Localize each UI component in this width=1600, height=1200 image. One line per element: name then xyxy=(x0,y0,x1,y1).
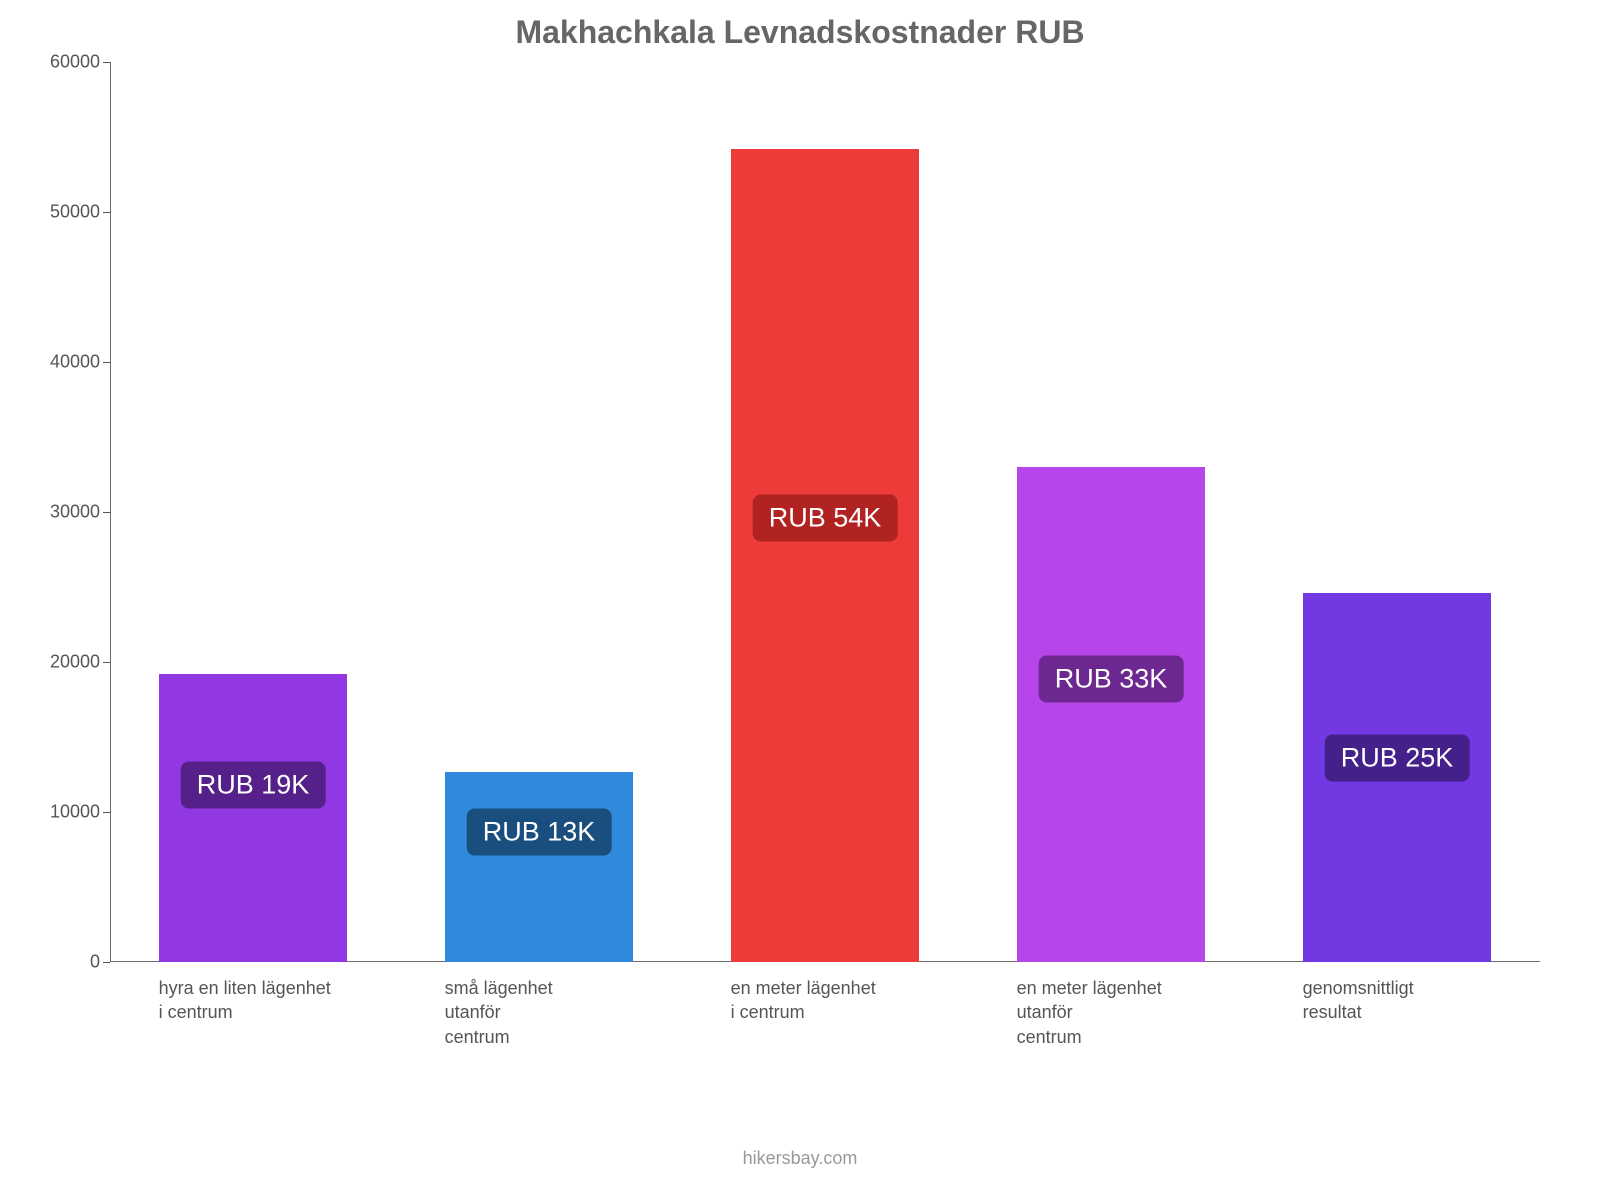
y-tick-label: 20000 xyxy=(50,652,110,673)
y-axis-line xyxy=(110,62,111,962)
x-tick-label: en meter lägenhet i centrum xyxy=(731,962,951,1025)
chart-title: Makhachkala Levnadskostnader RUB xyxy=(0,14,1600,51)
bar-value-label: RUB 19K xyxy=(181,762,326,809)
bar-value-label: RUB 13K xyxy=(467,808,612,855)
y-tick-label: 60000 xyxy=(50,52,110,73)
chart-footer: hikersbay.com xyxy=(0,1148,1600,1169)
x-tick-label: hyra en liten lägenhet i centrum xyxy=(159,962,379,1025)
x-tick-label: en meter lägenhet utanför centrum xyxy=(1017,962,1237,1049)
y-tick-label: 30000 xyxy=(50,502,110,523)
bar xyxy=(159,674,348,962)
bar-value-label: RUB 25K xyxy=(1325,735,1470,782)
bar-value-label: RUB 54K xyxy=(753,495,898,542)
y-tick-label: 10000 xyxy=(50,802,110,823)
bar xyxy=(1017,467,1206,962)
x-tick-label: genomsnittligt resultat xyxy=(1303,962,1523,1025)
plot-area: 0100002000030000400005000060000RUB 19Khy… xyxy=(110,62,1540,962)
y-tick-label: 50000 xyxy=(50,202,110,223)
y-tick-label: 40000 xyxy=(50,352,110,373)
bar xyxy=(445,772,634,963)
y-tick-label: 0 xyxy=(90,952,110,973)
chart-container: Makhachkala Levnadskostnader RUB 0100002… xyxy=(0,0,1600,1200)
bar xyxy=(731,149,920,962)
x-tick-label: små lägenhet utanför centrum xyxy=(445,962,665,1049)
bar-value-label: RUB 33K xyxy=(1039,655,1184,702)
